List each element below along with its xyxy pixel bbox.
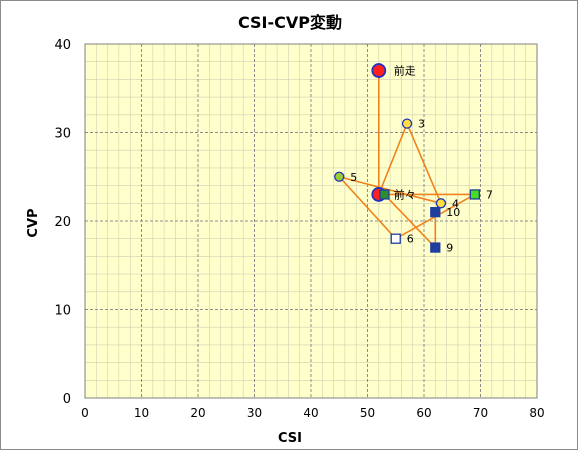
x-tick-label: 70 [473, 406, 488, 420]
data-label: 5 [350, 171, 357, 184]
y-tick-label: 40 [54, 38, 71, 53]
x-tick-label: 60 [416, 406, 431, 420]
data-point [469, 189, 481, 200]
x-tick-label: 10 [134, 406, 149, 420]
y-tick-label: 20 [54, 215, 71, 230]
x-axis-ticks: 0 10 20 30 40 50 60 70 80 [81, 406, 544, 420]
x-tick-label: 30 [247, 406, 262, 420]
data-point [379, 189, 390, 200]
data-point [334, 171, 345, 182]
data-point [371, 63, 387, 78]
x-tick-label: 50 [360, 406, 375, 420]
y-tick-label: 10 [54, 304, 71, 319]
x-tick-label: 80 [529, 406, 544, 420]
data-label: 前走 [394, 64, 416, 78]
y-axis-ticks: 0 10 20 30 40 [54, 38, 71, 407]
data-label: 4 [452, 197, 459, 210]
data-label: 3 [418, 118, 425, 131]
data-points [334, 63, 481, 253]
connector-lines [338, 70, 476, 249]
x-tick-label: 0 [81, 406, 89, 420]
chart-title: CSI-CVP変動 [238, 13, 342, 32]
data-label: 10 [446, 206, 460, 219]
data-label: 9 [446, 242, 453, 255]
major-grid [85, 44, 537, 398]
y-tick-label: 30 [54, 127, 71, 142]
data-label: 前々 [394, 187, 416, 201]
y-tick-label: 0 [63, 392, 71, 407]
data-label: 6 [407, 233, 414, 246]
y-axis-title: CVP [26, 208, 41, 237]
plot-border [84, 43, 538, 399]
series-line [338, 70, 476, 249]
x-tick-label: 40 [303, 406, 318, 420]
data-point [435, 198, 447, 209]
data-point [430, 242, 441, 253]
x-axis-title: CSI [278, 431, 302, 446]
x-tick-label: 20 [190, 406, 205, 420]
data-label: 7 [486, 188, 493, 201]
data-point [401, 118, 413, 129]
data-point [390, 233, 401, 244]
data-point [430, 206, 441, 218]
